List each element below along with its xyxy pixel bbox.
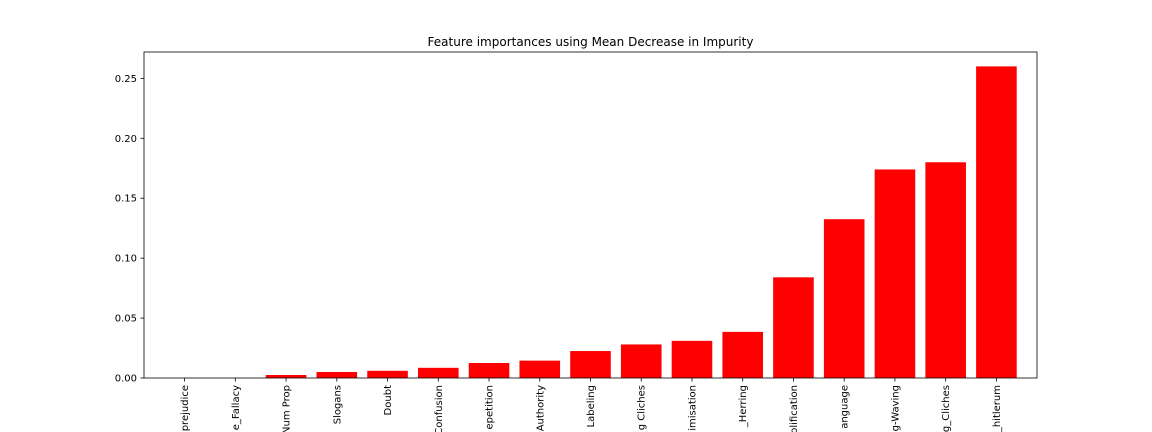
x-tick-label-7: Authority [535, 385, 546, 431]
x-tick-label-9: g Cliches [637, 385, 648, 430]
x-tick-label-3: Slogans [332, 385, 343, 424]
x-tick-label-13: anguage [840, 385, 851, 429]
y-tick-label-1: 0.05 [115, 314, 137, 325]
x-tick-label-16: _hitlerum [992, 385, 1003, 432]
x-tick-label-2: Num Prop [282, 385, 293, 432]
y-tick-label-4: 0.20 [115, 134, 137, 145]
y-tick-label-0: 0.00 [115, 374, 137, 385]
x-tick-label-5: Confusion [434, 385, 445, 432]
chart-title: Feature importances using Mean Decrease … [428, 35, 754, 49]
y-axis: 0.00 0.05 0.10 0.15 0.20 0.25 [115, 74, 144, 385]
bar-6 [468, 363, 510, 378]
y-tick-label-5: 0.25 [115, 74, 137, 85]
bars-layer [265, 66, 1017, 378]
x-tick-label-14: g-Waving [890, 385, 901, 431]
x-tick-label-0: prejudice [180, 385, 191, 431]
bar-9 [620, 344, 662, 378]
bar-4 [367, 370, 408, 378]
x-tick-label-8: Labeling [586, 385, 597, 427]
x-tick-label-4: Doubt [383, 385, 394, 416]
bar-11 [722, 331, 764, 378]
x-axis: prejudice e_Fallacy Num Prop Slogans Doubt Co… [180, 378, 1003, 432]
bar-10 [671, 340, 713, 378]
y-tick-label-3: 0.15 [115, 194, 137, 205]
x-tick-label-1: e_Fallacy [231, 385, 242, 430]
bar-8 [570, 351, 611, 378]
bar-3 [316, 372, 358, 378]
bar-12 [773, 277, 814, 378]
bar-5 [417, 367, 459, 378]
x-tick-label-11: _Herring [738, 385, 749, 428]
plot-frame [143, 51, 1038, 379]
bar-16 [976, 66, 1017, 378]
x-tick-label-10: imisation [687, 385, 698, 431]
bar-15 [925, 162, 966, 378]
bar-7 [519, 360, 561, 378]
bar-2 [265, 375, 307, 378]
y-tick-label-2: 0.10 [115, 254, 137, 265]
bar-14 [874, 169, 916, 378]
x-tick-label-15: g_Cliches [941, 385, 952, 432]
x-tick-label-12: plification [789, 385, 800, 432]
bar-13 [823, 219, 865, 378]
x-tick-label-6: epetition [485, 385, 496, 430]
